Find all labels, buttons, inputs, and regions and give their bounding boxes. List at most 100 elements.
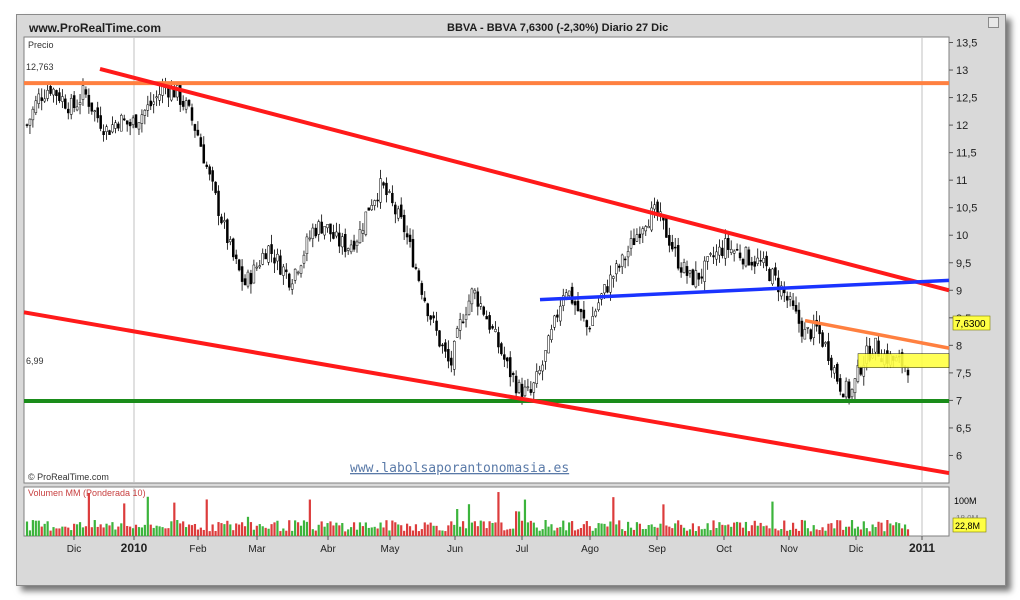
candle-body: [738, 252, 742, 259]
candle-body: [341, 236, 344, 248]
candle-body: [305, 236, 309, 254]
window-corner-button[interactable]: [988, 17, 999, 28]
candle-body: [538, 370, 541, 374]
y-tick-label: 7,5: [956, 368, 971, 380]
candle-body: [391, 192, 394, 204]
volume-bar: [479, 520, 482, 536]
volume-bar: [388, 530, 391, 536]
volume-bar: [229, 524, 232, 536]
price-panel-title: Precio: [28, 40, 54, 50]
candle-body: [181, 101, 185, 107]
volume-bar: [744, 521, 748, 536]
y-tick-label: 11: [956, 175, 967, 187]
candle-body: [682, 262, 686, 273]
volume-bar: [859, 529, 862, 536]
candle-body: [620, 254, 624, 267]
y-tick-label: 12: [956, 120, 968, 132]
volume-bar: [571, 521, 574, 536]
volume-bar: [906, 529, 910, 536]
candle-body: [806, 327, 810, 329]
volume-bar: [173, 502, 176, 536]
candle-body: [585, 320, 589, 328]
candle-body: [685, 266, 689, 276]
candle-body: [308, 237, 312, 240]
volume-bar: [706, 523, 709, 536]
candle-body: [464, 314, 468, 320]
candle-body: [765, 255, 768, 267]
volume-bar: [700, 529, 703, 536]
volume-bar: [482, 521, 485, 536]
candle-body: [420, 283, 424, 295]
volume-bar: [344, 531, 347, 536]
candle-body: [343, 234, 347, 252]
candle-body: [635, 234, 639, 242]
candle-body: [349, 244, 353, 253]
candle-body: [346, 248, 350, 251]
volume-bar: [880, 522, 883, 536]
volume-bar: [93, 520, 96, 536]
volume-bar: [842, 529, 845, 536]
volume-bar: [182, 521, 185, 536]
volume-bar: [694, 531, 697, 536]
volume-bar: [579, 528, 583, 536]
x-tick-label: Nov: [780, 544, 798, 555]
volume-bar: [444, 531, 447, 536]
low-price-label: 6,99: [26, 356, 44, 366]
candle-body: [606, 286, 609, 293]
volume-bar: [800, 519, 804, 536]
volume-bar: [252, 529, 255, 536]
candle-body: [750, 261, 754, 266]
candle-body: [287, 273, 291, 288]
volume-bar: [205, 499, 208, 536]
volume-bar: [883, 531, 886, 536]
candle-body: [134, 114, 138, 128]
candle-body: [108, 130, 111, 135]
candle-body: [591, 316, 594, 326]
volume-bar: [532, 522, 535, 536]
volume-bar: [865, 528, 868, 536]
volume-bar: [385, 520, 388, 536]
watermark-link[interactable]: www.labolsaporantonomasia.es: [350, 461, 569, 476]
volume-bar: [317, 524, 320, 536]
volume-bar: [485, 528, 488, 536]
volume-bar: [108, 525, 111, 536]
volume-bar: [682, 527, 686, 536]
volume-bar: [202, 529, 205, 536]
volume-bar: [550, 524, 553, 536]
volume-bar: [61, 526, 64, 536]
volume-bar: [164, 528, 167, 536]
candle-body: [290, 283, 294, 290]
candle-body: [691, 269, 695, 286]
volume-bar: [49, 530, 52, 536]
candle-body: [853, 378, 857, 394]
volume-bar: [90, 527, 93, 536]
volume-bar: [680, 524, 683, 536]
volume-bar: [500, 522, 503, 536]
candle-body: [573, 301, 577, 306]
copyright-label: © ProRealTime.com: [28, 472, 109, 482]
volume-bar: [538, 530, 541, 536]
candle-body: [697, 272, 701, 280]
candle-body: [821, 332, 824, 347]
candle-body: [332, 232, 335, 239]
candle-body: [491, 326, 494, 329]
volume-bar: [626, 521, 630, 536]
volume-bar: [155, 525, 158, 536]
volume-bar: [697, 526, 700, 536]
volume-bar: [815, 529, 818, 536]
candle-body: [40, 97, 43, 101]
volume-bar: [167, 528, 170, 536]
candle-body: [255, 266, 259, 269]
candle-body: [550, 329, 553, 340]
volume-bar: [515, 511, 518, 536]
site-url[interactable]: www.ProRealTime.com: [29, 21, 162, 35]
candle-body: [673, 246, 677, 249]
candle-body: [311, 227, 315, 239]
volume-bar: [40, 526, 43, 536]
candle-body: [405, 233, 409, 238]
candle-body: [352, 240, 356, 250]
volume-bar: [898, 523, 901, 536]
x-tick-label: Abr: [320, 544, 336, 555]
candle-body: [426, 303, 429, 317]
volume-bar: [358, 522, 362, 536]
